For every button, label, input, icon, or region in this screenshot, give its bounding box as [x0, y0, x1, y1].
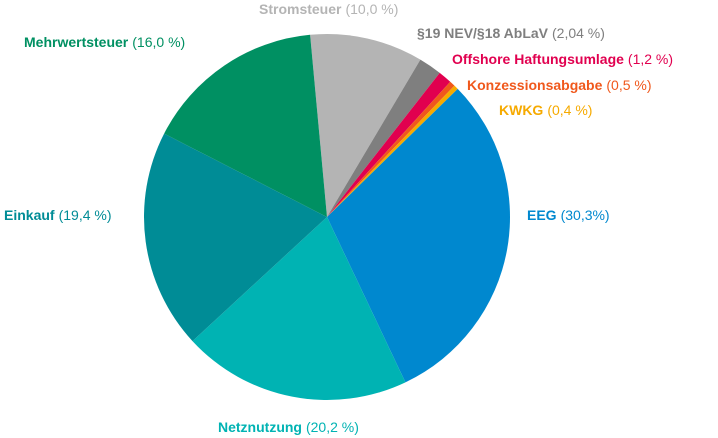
label-name: Mehrwertsteuer	[24, 34, 129, 50]
slice-label: Netznutzung (20,2 %)	[218, 419, 359, 435]
slice-label: Konzessionsabgabe (0,5 %)	[467, 77, 652, 93]
slice-label: §19 NEV/§18 AbLaV (2,04 %)	[417, 25, 605, 41]
label-name: KWKG	[499, 102, 543, 118]
pie-slice	[327, 59, 440, 217]
label-name: Stromsteuer	[259, 1, 342, 17]
label-value: (10,0 %)	[345, 1, 398, 17]
slice-label: Stromsteuer (10,0 %)	[259, 1, 398, 17]
label-name: §19 NEV/§18 AbLaV	[417, 25, 549, 41]
label-name: Konzessionsabgabe	[467, 77, 603, 93]
label-name: Offshore Haftungsumlage	[452, 51, 624, 67]
label-value: (1,2 %)	[628, 51, 673, 67]
pie-slice	[164, 34, 327, 217]
label-value: (19,4 %)	[59, 207, 112, 223]
label-value: (0,4 %)	[547, 102, 592, 118]
label-value: (2,04 %)	[552, 25, 605, 41]
slice-label: Offshore Haftungsumlage (1,2 %)	[452, 51, 673, 67]
slice-label: EEG (30,3%)	[527, 207, 610, 223]
slice-label: Mehrwertsteuer (16,0 %)	[24, 34, 185, 50]
label-value: (16,0 %)	[132, 34, 185, 50]
label-name: EEG	[527, 207, 557, 223]
pie-slice	[192, 217, 406, 400]
pie-slice	[327, 85, 458, 218]
pie-slice	[143, 133, 327, 342]
label-value: (0,5 %)	[606, 77, 651, 93]
label-name: Einkauf	[4, 207, 55, 223]
label-value: (30,3%)	[561, 207, 610, 223]
label-value: (20,2 %)	[306, 419, 359, 435]
pie-slice	[327, 88, 510, 383]
pie-slice	[327, 81, 455, 217]
slice-label: Einkauf (19,4 %)	[4, 207, 112, 223]
slice-label: KWKG (0,4 %)	[499, 102, 592, 118]
label-name: Netznutzung	[218, 419, 302, 435]
pie-slice	[310, 34, 421, 217]
pie-slice	[327, 72, 451, 217]
